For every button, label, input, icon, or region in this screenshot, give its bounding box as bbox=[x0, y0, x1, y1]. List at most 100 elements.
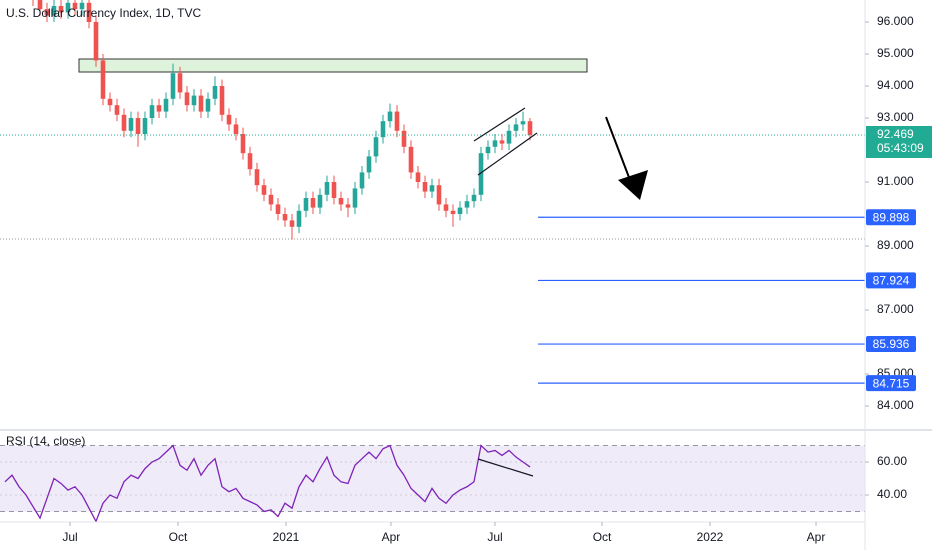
candle-body bbox=[401, 130, 407, 147]
y-tick-label: 40.00 bbox=[877, 487, 907, 501]
y-tick-label: 94.000 bbox=[877, 78, 914, 92]
candle-body bbox=[506, 130, 512, 144]
candle-body bbox=[296, 210, 302, 227]
channel-line bbox=[473, 107, 526, 142]
rsi-line bbox=[4, 444, 531, 522]
candle-body bbox=[485, 146, 491, 154]
x-tick-label: Oct bbox=[593, 530, 612, 544]
level-label: 89.898 bbox=[873, 210, 910, 224]
level-label: 84.715 bbox=[873, 376, 910, 390]
candle-body bbox=[37, 0, 43, 10]
last-price-label: 92.469 bbox=[877, 127, 914, 141]
candle-body bbox=[289, 220, 295, 227]
candle-body bbox=[492, 140, 498, 147]
candle-body bbox=[177, 73, 183, 93]
trend-line bbox=[477, 458, 534, 477]
candle-body bbox=[163, 98, 169, 112]
candle-body bbox=[464, 201, 470, 208]
candle-body bbox=[121, 114, 127, 131]
candle-body bbox=[380, 121, 386, 138]
x-tick-label: Jul bbox=[62, 530, 77, 544]
level-badge bbox=[866, 375, 916, 392]
candle-body bbox=[443, 204, 449, 211]
candle-body bbox=[156, 105, 162, 112]
y-tick-label: 95.000 bbox=[877, 46, 914, 60]
price-pane bbox=[0, 0, 865, 384]
candle-body bbox=[205, 98, 211, 112]
x-tick-label: 2022 bbox=[697, 530, 724, 544]
candle-body bbox=[499, 140, 505, 144]
y-tick-label: 84.000 bbox=[877, 398, 914, 412]
y-tick-label: 96.000 bbox=[877, 14, 914, 28]
arrow-head bbox=[618, 170, 648, 200]
candle-body bbox=[429, 185, 435, 192]
candle-body bbox=[478, 153, 484, 195]
candle-body bbox=[226, 114, 232, 125]
x-tick-label: Apr bbox=[382, 530, 401, 544]
last-price-badge bbox=[866, 125, 932, 158]
candle-body bbox=[303, 198, 309, 211]
candle-body bbox=[415, 172, 421, 182]
candle-body bbox=[86, 2, 92, 23]
candle-body bbox=[44, 9, 50, 16]
candle-body bbox=[352, 188, 358, 208]
level-badge bbox=[866, 209, 916, 226]
zone-box bbox=[78, 58, 588, 73]
candle-body bbox=[387, 111, 393, 122]
candle-body bbox=[345, 204, 351, 208]
candle-body bbox=[310, 198, 316, 208]
candle-body bbox=[72, 2, 78, 10]
candle-body bbox=[184, 92, 190, 106]
candle-body bbox=[198, 95, 204, 112]
candle-body bbox=[471, 194, 477, 202]
candle-body bbox=[457, 207, 463, 214]
candle-body bbox=[219, 86, 225, 115]
y-tick-label: 93.000 bbox=[877, 110, 914, 124]
countdown-label: 05:43:09 bbox=[877, 141, 924, 155]
candle-body bbox=[65, 2, 71, 13]
candle-body bbox=[247, 153, 253, 170]
arrow-shaft bbox=[605, 116, 631, 181]
candle-body bbox=[268, 194, 274, 205]
x-tick-label: Apr bbox=[807, 530, 826, 544]
candle-body bbox=[366, 156, 372, 173]
candle-body bbox=[212, 86, 218, 99]
candle-body bbox=[338, 198, 344, 205]
channel-line bbox=[477, 132, 538, 176]
candle-body bbox=[324, 182, 330, 195]
candle-body bbox=[191, 95, 197, 106]
candle-body bbox=[58, 6, 64, 13]
candle-body bbox=[93, 22, 99, 61]
candle-body bbox=[527, 121, 533, 135]
candle-body bbox=[317, 194, 323, 208]
level-badge bbox=[866, 336, 916, 353]
candle-body bbox=[142, 118, 148, 134]
indicator-title: RSI (14, close) bbox=[6, 434, 85, 448]
candle-body bbox=[51, 6, 57, 16]
level-badge bbox=[866, 272, 916, 289]
candle-body bbox=[100, 60, 106, 99]
y-tick-label: 91.000 bbox=[877, 174, 914, 188]
candle-body bbox=[394, 111, 400, 131]
candle-body bbox=[408, 146, 414, 173]
candle-body bbox=[135, 118, 141, 134]
y-tick-label: 60.00 bbox=[877, 454, 907, 468]
candle-body bbox=[233, 124, 239, 134]
candle-body bbox=[373, 137, 379, 157]
candle-body bbox=[450, 210, 456, 214]
y-tick-label: 87.000 bbox=[877, 302, 914, 316]
y-tick-label: 89.000 bbox=[877, 238, 914, 252]
candle-body bbox=[422, 182, 428, 192]
candle-body bbox=[436, 185, 442, 205]
x-tick-label: Oct bbox=[169, 530, 188, 544]
candle-body bbox=[275, 204, 281, 214]
overlay bbox=[473, 107, 648, 477]
candle-body bbox=[261, 185, 267, 195]
candle-body bbox=[359, 172, 365, 189]
x-tick-label: 2021 bbox=[273, 530, 300, 544]
chart-title: U.S. Dollar Currency Index, 1D, TVC bbox=[6, 6, 202, 20]
candle-body bbox=[107, 98, 113, 106]
candle-body bbox=[520, 121, 526, 125]
